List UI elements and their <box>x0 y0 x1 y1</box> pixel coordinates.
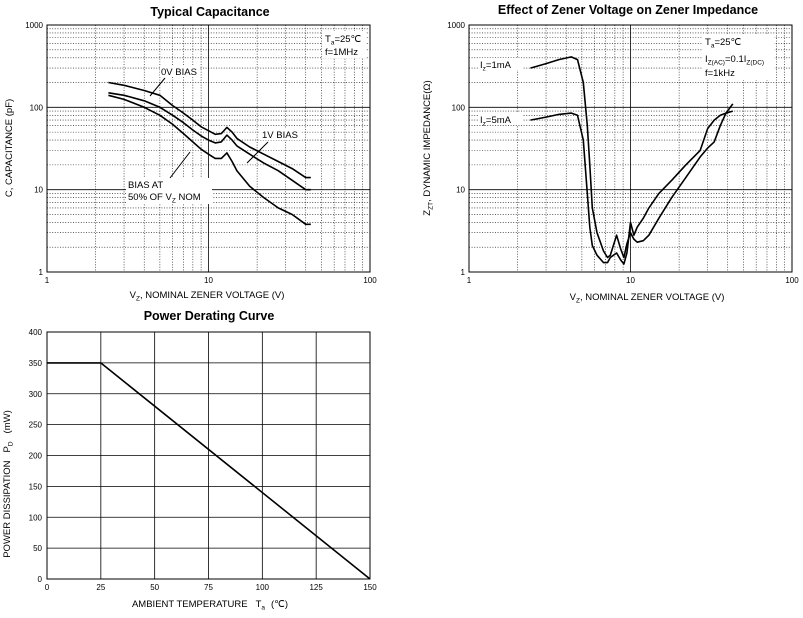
impedance-y-tick-label: 1 <box>461 268 466 277</box>
impedance-x-label: VZ, NOMINAL ZENER VOLTAGE (V) <box>570 292 725 305</box>
impedance-series-line-1 <box>530 110 734 265</box>
derating-x-tick-label: 50 <box>150 583 159 592</box>
capacitance-x-tick-label: 1 <box>45 276 50 285</box>
capacitance-y-tick-label: 100 <box>30 103 44 112</box>
annot-bg-iz1 <box>478 58 522 70</box>
annot-bg-0v <box>160 66 200 77</box>
capacitance-series-line-1 <box>108 92 311 191</box>
capacitance-freq-condition: f=1MHz <box>325 47 358 58</box>
capacitance-chart-title: Typical Capacitance <box>150 5 269 19</box>
derating-x-label: AMBIENT TEMPERATURE Ta (℃) <box>132 599 288 612</box>
derating-x-tick-label: 150 <box>363 583 377 592</box>
derating-y-tick-label: 100 <box>29 513 43 522</box>
impedance-current-condition: IZ(AC)=0.1IZ(DC) <box>705 54 764 67</box>
derating-chart-title: Power Derating Curve <box>144 309 275 323</box>
annotation-0v-bias: 0V BIAS <box>161 67 197 78</box>
impedance-plot-frame <box>468 24 793 273</box>
impedance-y-tick-label: 1000 <box>447 21 465 30</box>
leader-0v-bias <box>149 77 166 97</box>
capacitance-series <box>108 81 311 226</box>
leader-50pct-bias <box>169 151 191 179</box>
capacitance-y-tick-label: 10 <box>34 186 43 195</box>
capacitance-plot-frame <box>46 24 371 273</box>
derating-y-tick-label: 150 <box>29 482 43 491</box>
impedance-freq-condition: f=1kHz <box>705 68 735 79</box>
derating-x-tick-label: 75 <box>204 583 213 592</box>
annot-bg-50pct <box>126 178 212 204</box>
derating-grid <box>46 331 371 580</box>
impedance-chart-title: Effect of Zener Voltage on Zener Impedan… <box>498 3 758 17</box>
leader-1v-bias <box>246 141 269 164</box>
impedance-series <box>530 56 734 265</box>
capacitance-conditions-box <box>322 31 366 58</box>
derating-y-tick-label: 350 <box>29 359 43 368</box>
annotation-1v-bias: 1V BIAS <box>262 130 298 141</box>
derating-y-tick-label: 250 <box>29 421 43 430</box>
capacitance-grid <box>46 25 370 273</box>
impedance-x-tick-label: 1 <box>467 276 472 285</box>
derating-y-tick-label: 50 <box>33 544 42 553</box>
capacitance-series-line-0 <box>108 81 311 179</box>
impedance-temp-condition: Ta=25℃ <box>705 37 742 50</box>
impedance-y-tick-label: 10 <box>456 186 465 195</box>
annot-bg-1v <box>260 129 302 140</box>
derating-plot-frame <box>46 331 371 580</box>
capacitance-chart: Typical Capacitance 1 10 100 1 10 100 1000 C, … <box>4 5 377 303</box>
derating-y-label: POWER DISSIPATIONPD(mW) <box>2 410 15 558</box>
impedance-y-tick-label: 100 <box>452 103 466 112</box>
derating-tick-labels: 0 25 50 75 100 125 150 0 50 100 150 200 250 300 350 400 <box>29 328 378 592</box>
capacitance-y-label: C, CAPACITANCE (pF) <box>4 99 15 197</box>
capacitance-x-label: VZ, NOMINAL ZENER VOLTAGE (V) <box>130 290 285 303</box>
impedance-chart: Effect of Zener Voltage on Zener Impedan… <box>422 3 799 305</box>
derating-series <box>47 362 371 580</box>
annotation-iz-1ma: Iz=1mA <box>480 60 512 73</box>
impedance-x-tick-label: 100 <box>785 276 799 285</box>
annotation-50pct-line1: BIAS AT <box>128 180 163 191</box>
derating-series-line-0 <box>47 362 371 580</box>
derating-x-tick-label: 0 <box>45 583 50 592</box>
derating-y-tick-label: 300 <box>29 390 43 399</box>
derating-y-tick-label: 0 <box>38 575 43 584</box>
derating-x-tick-label: 100 <box>256 583 270 592</box>
impedance-tick-labels: 1 10 100 1 10 100 1000 <box>447 21 799 285</box>
derating-y-tick-label: 400 <box>29 328 43 337</box>
capacitance-x-tick-label: 100 <box>363 276 377 285</box>
capacitance-y-tick-label: 1000 <box>25 21 43 30</box>
impedance-y-label: ZZT, DYNAMIC IMPEDANCE(Ω) <box>422 80 435 215</box>
annotation-50pct-line2: 50% OF VZ NOM <box>128 192 201 205</box>
derating-x-tick-label: 25 <box>96 583 105 592</box>
impedance-conditions-box <box>702 34 774 80</box>
derating-chart: Power Derating Curve 0 25 50 75 100 125 150 0 50… <box>2 309 377 612</box>
derating-x-tick-label: 125 <box>309 583 323 592</box>
capacitance-y-tick-label: 1 <box>39 268 44 277</box>
capacitance-temp-condition: Ta=25℃ <box>325 34 362 47</box>
derating-y-tick-label: 200 <box>29 452 43 461</box>
capacitance-series-line-2 <box>108 94 311 226</box>
impedance-x-tick-label: 10 <box>626 276 635 285</box>
impedance-series-line-0 <box>530 56 734 259</box>
capacitance-x-tick-label: 10 <box>204 276 213 285</box>
capacitance-tick-labels: 1 10 100 1 10 100 1000 <box>25 21 377 285</box>
annot-bg-iz5 <box>478 113 522 125</box>
annotation-iz-5ma: Iz=5mA <box>480 115 512 128</box>
